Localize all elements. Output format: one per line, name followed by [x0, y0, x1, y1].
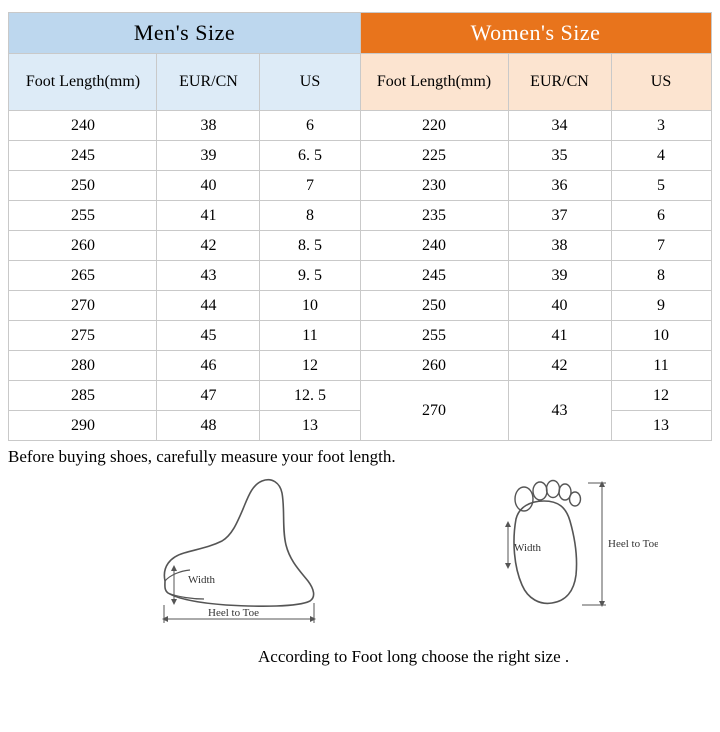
- foot-side-view-diagram: Width Heel to Toe: [140, 471, 370, 631]
- cell-women-us: 9: [610, 290, 712, 321]
- size-chart-page: Men's Size Women's Size Foot Length(mm) …: [0, 12, 720, 732]
- cell-men-foot-length: 290: [8, 410, 158, 441]
- cell-women-eur-cn: 42: [507, 350, 612, 381]
- cell-women-eur-cn: 43: [507, 380, 612, 441]
- col-header-men-foot-length: Foot Length(mm): [8, 53, 158, 111]
- table-row: 255 41 8 235 37 6: [8, 200, 712, 231]
- cell-men-foot-length: 265: [8, 260, 158, 291]
- table-row: 280 46 12 260 42 11: [8, 350, 712, 381]
- cell-men-eur-cn: 43: [156, 260, 261, 291]
- cell-men-us: 10: [259, 290, 361, 321]
- table-row: 240 38 6 220 34 3: [8, 110, 712, 141]
- cell-men-eur-cn: 41: [156, 200, 261, 231]
- cell-women-eur-cn: 37: [507, 200, 612, 231]
- cell-men-eur-cn: 42: [156, 230, 261, 261]
- cell-women-foot-length: 260: [359, 350, 509, 381]
- col-header-women-eur-cn: EUR/CN: [507, 53, 612, 111]
- cell-men-foot-length: 280: [8, 350, 158, 381]
- cell-men-eur-cn: 40: [156, 170, 261, 201]
- cell-men-eur-cn: 38: [156, 110, 261, 141]
- womens-size-header: Women's Size: [359, 12, 712, 54]
- cell-men-us: 7: [259, 170, 361, 201]
- cell-women-eur-cn: 34: [507, 110, 612, 141]
- cell-women-us: 7: [610, 230, 712, 261]
- cell-men-foot-length: 245: [8, 140, 158, 171]
- cell-women-foot-length: 220: [359, 110, 509, 141]
- table-group-header-row: Men's Size Women's Size: [8, 12, 712, 54]
- foot-measure-illustrations: Width Heel to Toe: [0, 471, 720, 671]
- table-row: 285 47 12. 5 270 43 12: [8, 380, 712, 441]
- cell-women-us: 6: [610, 200, 712, 231]
- cell-women-us: 11: [610, 350, 712, 381]
- cell-men-us: 11: [259, 320, 361, 351]
- cell-women-us: 13: [610, 410, 712, 441]
- cell-women-foot-length: 250: [359, 290, 509, 321]
- cell-women-foot-length: 240: [359, 230, 509, 261]
- table-row: 270 44 10 250 40 9: [8, 290, 712, 321]
- size-table: Men's Size Women's Size Foot Length(mm) …: [8, 12, 712, 441]
- cell-women-us: 3: [610, 110, 712, 141]
- cell-women-us: 10: [610, 320, 712, 351]
- cell-men-us: 13: [259, 410, 361, 441]
- cell-women-foot-length: 245: [359, 260, 509, 291]
- measure-note: Before buying shoes, carefully measure y…: [8, 447, 396, 466]
- col-header-women-us: US: [610, 53, 712, 111]
- cell-men-eur-cn: 44: [156, 290, 261, 321]
- cell-men-foot-length: 250: [8, 170, 158, 201]
- cell-women-eur-cn: 36: [507, 170, 612, 201]
- top-heel-to-toe-label: Heel to Toe: [608, 538, 658, 550]
- cell-men-us: 8. 5: [259, 230, 361, 261]
- cell-men-us: 12. 5: [259, 380, 361, 411]
- table-row: 245 39 6. 5 225 35 4: [8, 140, 712, 171]
- side-width-label: Width: [188, 574, 216, 586]
- table-column-header-row: Foot Length(mm) EUR/CN US Foot Length(mm…: [8, 53, 712, 111]
- cell-men-us: 9. 5: [259, 260, 361, 291]
- cell-women-eur-cn: 39: [507, 260, 612, 291]
- cell-men-eur-cn: 39: [156, 140, 261, 171]
- cell-men-foot-length: 285: [8, 380, 158, 411]
- cell-women-eur-cn: 38: [507, 230, 612, 261]
- footer-note: According to Foot long choose the right …: [258, 647, 570, 666]
- cell-men-eur-cn: 46: [156, 350, 261, 381]
- table-row: 250 40 7 230 36 5: [8, 170, 712, 201]
- side-heel-to-toe-label: Heel to Toe: [208, 607, 259, 619]
- cell-men-us: 8: [259, 200, 361, 231]
- cell-women-foot-length: 270: [359, 380, 509, 441]
- foot-top-view-diagram: Width Heel to Toe: [478, 471, 658, 631]
- cell-women-us: 5: [610, 170, 712, 201]
- cell-women-eur-cn: 41: [507, 320, 612, 351]
- cell-men-eur-cn: 48: [156, 410, 261, 441]
- top-width-label: Width: [514, 542, 542, 554]
- table-row: 265 43 9. 5 245 39 8: [8, 260, 712, 291]
- cell-women-us: 4: [610, 140, 712, 171]
- table-row: 290 48 13 13: [8, 410, 712, 441]
- cell-men-us: 6. 5: [259, 140, 361, 171]
- table-row: 260 42 8. 5 240 38 7: [8, 230, 712, 261]
- cell-men-foot-length: 275: [8, 320, 158, 351]
- cell-men-foot-length: 270: [8, 290, 158, 321]
- cell-women-us: 8: [610, 260, 712, 291]
- cell-women-eur-cn: 35: [507, 140, 612, 171]
- cell-men-foot-length: 240: [8, 110, 158, 141]
- cell-men-foot-length: 260: [8, 230, 158, 261]
- col-header-women-foot-length: Foot Length(mm): [359, 53, 509, 111]
- cell-men-us: 6: [259, 110, 361, 141]
- cell-men-eur-cn: 45: [156, 320, 261, 351]
- col-header-men-us: US: [259, 53, 361, 111]
- mens-size-header: Men's Size: [8, 12, 361, 54]
- cell-men-us: 12: [259, 350, 361, 381]
- col-header-men-eur-cn: EUR/CN: [156, 53, 261, 111]
- cell-women-foot-length: 230: [359, 170, 509, 201]
- cell-men-foot-length: 255: [8, 200, 158, 231]
- cell-women-eur-cn: 40: [507, 290, 612, 321]
- cell-women-us: 12: [610, 380, 712, 411]
- cell-women-foot-length: 225: [359, 140, 509, 171]
- cell-women-foot-length: 255: [359, 320, 509, 351]
- cell-men-eur-cn: 47: [156, 380, 261, 411]
- table-row: 275 45 11 255 41 10: [8, 320, 712, 351]
- cell-women-foot-length: 235: [359, 200, 509, 231]
